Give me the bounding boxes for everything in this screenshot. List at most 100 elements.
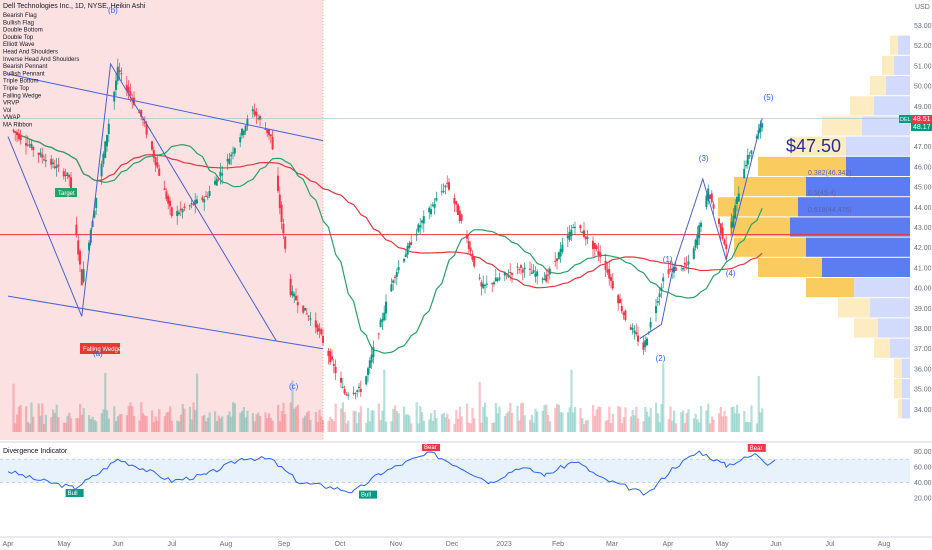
candle-110 [289, 278, 292, 296]
last-price-box-2 [911, 123, 932, 131]
volume-bar-110 [289, 402, 292, 432]
candle-23 [68, 175, 71, 178]
candle-274 [700, 222, 702, 227]
candle-73 [194, 199, 197, 205]
volume-bar-133 [345, 423, 348, 432]
volume-bar-293 [748, 422, 751, 432]
candle-277 [709, 194, 711, 199]
candle-134 [347, 394, 350, 396]
candle-36 [102, 153, 105, 164]
volume-bar-77 [205, 421, 208, 432]
fib-label-0: 0.382(46.342) [808, 170, 852, 177]
volume-bar-42 [116, 416, 119, 432]
candle-140 [365, 376, 368, 385]
ma-slow-line [13, 130, 763, 289]
candle-184 [473, 256, 476, 267]
candle-53 [143, 121, 146, 124]
volume-bar-241 [619, 406, 622, 432]
candle-58 [156, 162, 159, 168]
candle-138 [358, 386, 360, 388]
volume-bar-256 [656, 413, 659, 432]
candle-11 [39, 152, 42, 156]
candle-51 [140, 109, 143, 117]
candle-207 [532, 270, 535, 273]
volume-bar-58 [156, 420, 159, 432]
volume-bar-236 [606, 419, 609, 432]
candle-208 [534, 273, 537, 277]
candle-3 [17, 133, 20, 140]
candle-118 [307, 315, 310, 317]
candle-123 [320, 329, 323, 335]
y-tick-15: 49.00 [914, 104, 932, 111]
candle-150 [390, 284, 393, 292]
candle-154 [397, 267, 400, 271]
volume-bar-108 [282, 402, 285, 432]
x-tick-0: Apr [3, 541, 15, 548]
candle-180 [466, 235, 468, 239]
volume-bar-66 [178, 421, 181, 432]
volume-bar-294 [750, 405, 753, 432]
candle-182 [469, 247, 472, 252]
y-tick-17: 51.00 [914, 63, 932, 70]
volume-bar-211 [543, 404, 546, 432]
candle-119 [309, 318, 312, 320]
y-tick-4: 38.00 [914, 326, 932, 333]
volume-bar-297 [759, 412, 762, 432]
candle-189 [485, 283, 488, 285]
candle-15 [50, 158, 53, 165]
candle-247 [633, 330, 636, 333]
candle-156 [404, 254, 407, 258]
vrvp-up-4 [850, 96, 874, 116]
candle-141 [367, 368, 369, 376]
candle-269 [687, 261, 690, 265]
candle-172 [444, 185, 447, 188]
volume-bar-163 [421, 412, 424, 432]
volume-bar-150 [390, 421, 393, 432]
annotation-wave-b: (b) [108, 6, 118, 15]
volume-bar-180 [466, 403, 469, 432]
volume-bar-224 [574, 407, 577, 432]
legend-item-6: Inverse Head And Shoulders [3, 57, 79, 63]
candle-133 [345, 394, 348, 396]
candle-148 [383, 312, 386, 321]
candle-149 [385, 301, 387, 314]
candle-6 [26, 144, 29, 146]
candle-201 [518, 269, 521, 271]
volume-bar-67 [179, 414, 182, 432]
volume-bar-226 [581, 418, 584, 432]
volume-bar-76 [203, 414, 206, 432]
volume-bar-262 [671, 420, 674, 432]
vrvp-down-8 [806, 177, 910, 197]
volume-bar-177 [457, 418, 460, 432]
volume-bar-204 [523, 415, 526, 432]
y-tick-13: 47.00 [914, 144, 932, 151]
candle-221 [568, 231, 571, 240]
volume-bar-216 [556, 403, 559, 432]
y-tick-18: 52.00 [914, 43, 932, 50]
volume-bar-5 [25, 406, 28, 432]
candle-212 [545, 274, 548, 282]
candle-22 [66, 172, 69, 176]
volume-bar-94 [246, 410, 249, 432]
candle-87 [230, 154, 233, 157]
y-tick-5: 39.00 [914, 306, 932, 313]
candle-115 [302, 305, 305, 313]
candle-4 [19, 134, 22, 141]
volume-bar-214 [548, 421, 551, 432]
candle-28 [80, 269, 83, 286]
volume-bar-55 [151, 410, 154, 432]
volume-bar-191 [493, 422, 496, 432]
candle-175 [453, 197, 456, 204]
volume-bar-254 [649, 407, 652, 432]
y-tick-1: 35.00 [914, 387, 932, 394]
x-tick-13: May [715, 541, 729, 548]
volume-bar-59 [158, 409, 161, 432]
candle-137 [356, 390, 359, 392]
candle-86 [228, 158, 231, 165]
candle-202 [520, 265, 522, 268]
candle-258 [660, 287, 663, 292]
volume-bar-113 [295, 406, 298, 432]
candle-117 [305, 313, 308, 315]
volume-bar-93 [244, 417, 247, 432]
